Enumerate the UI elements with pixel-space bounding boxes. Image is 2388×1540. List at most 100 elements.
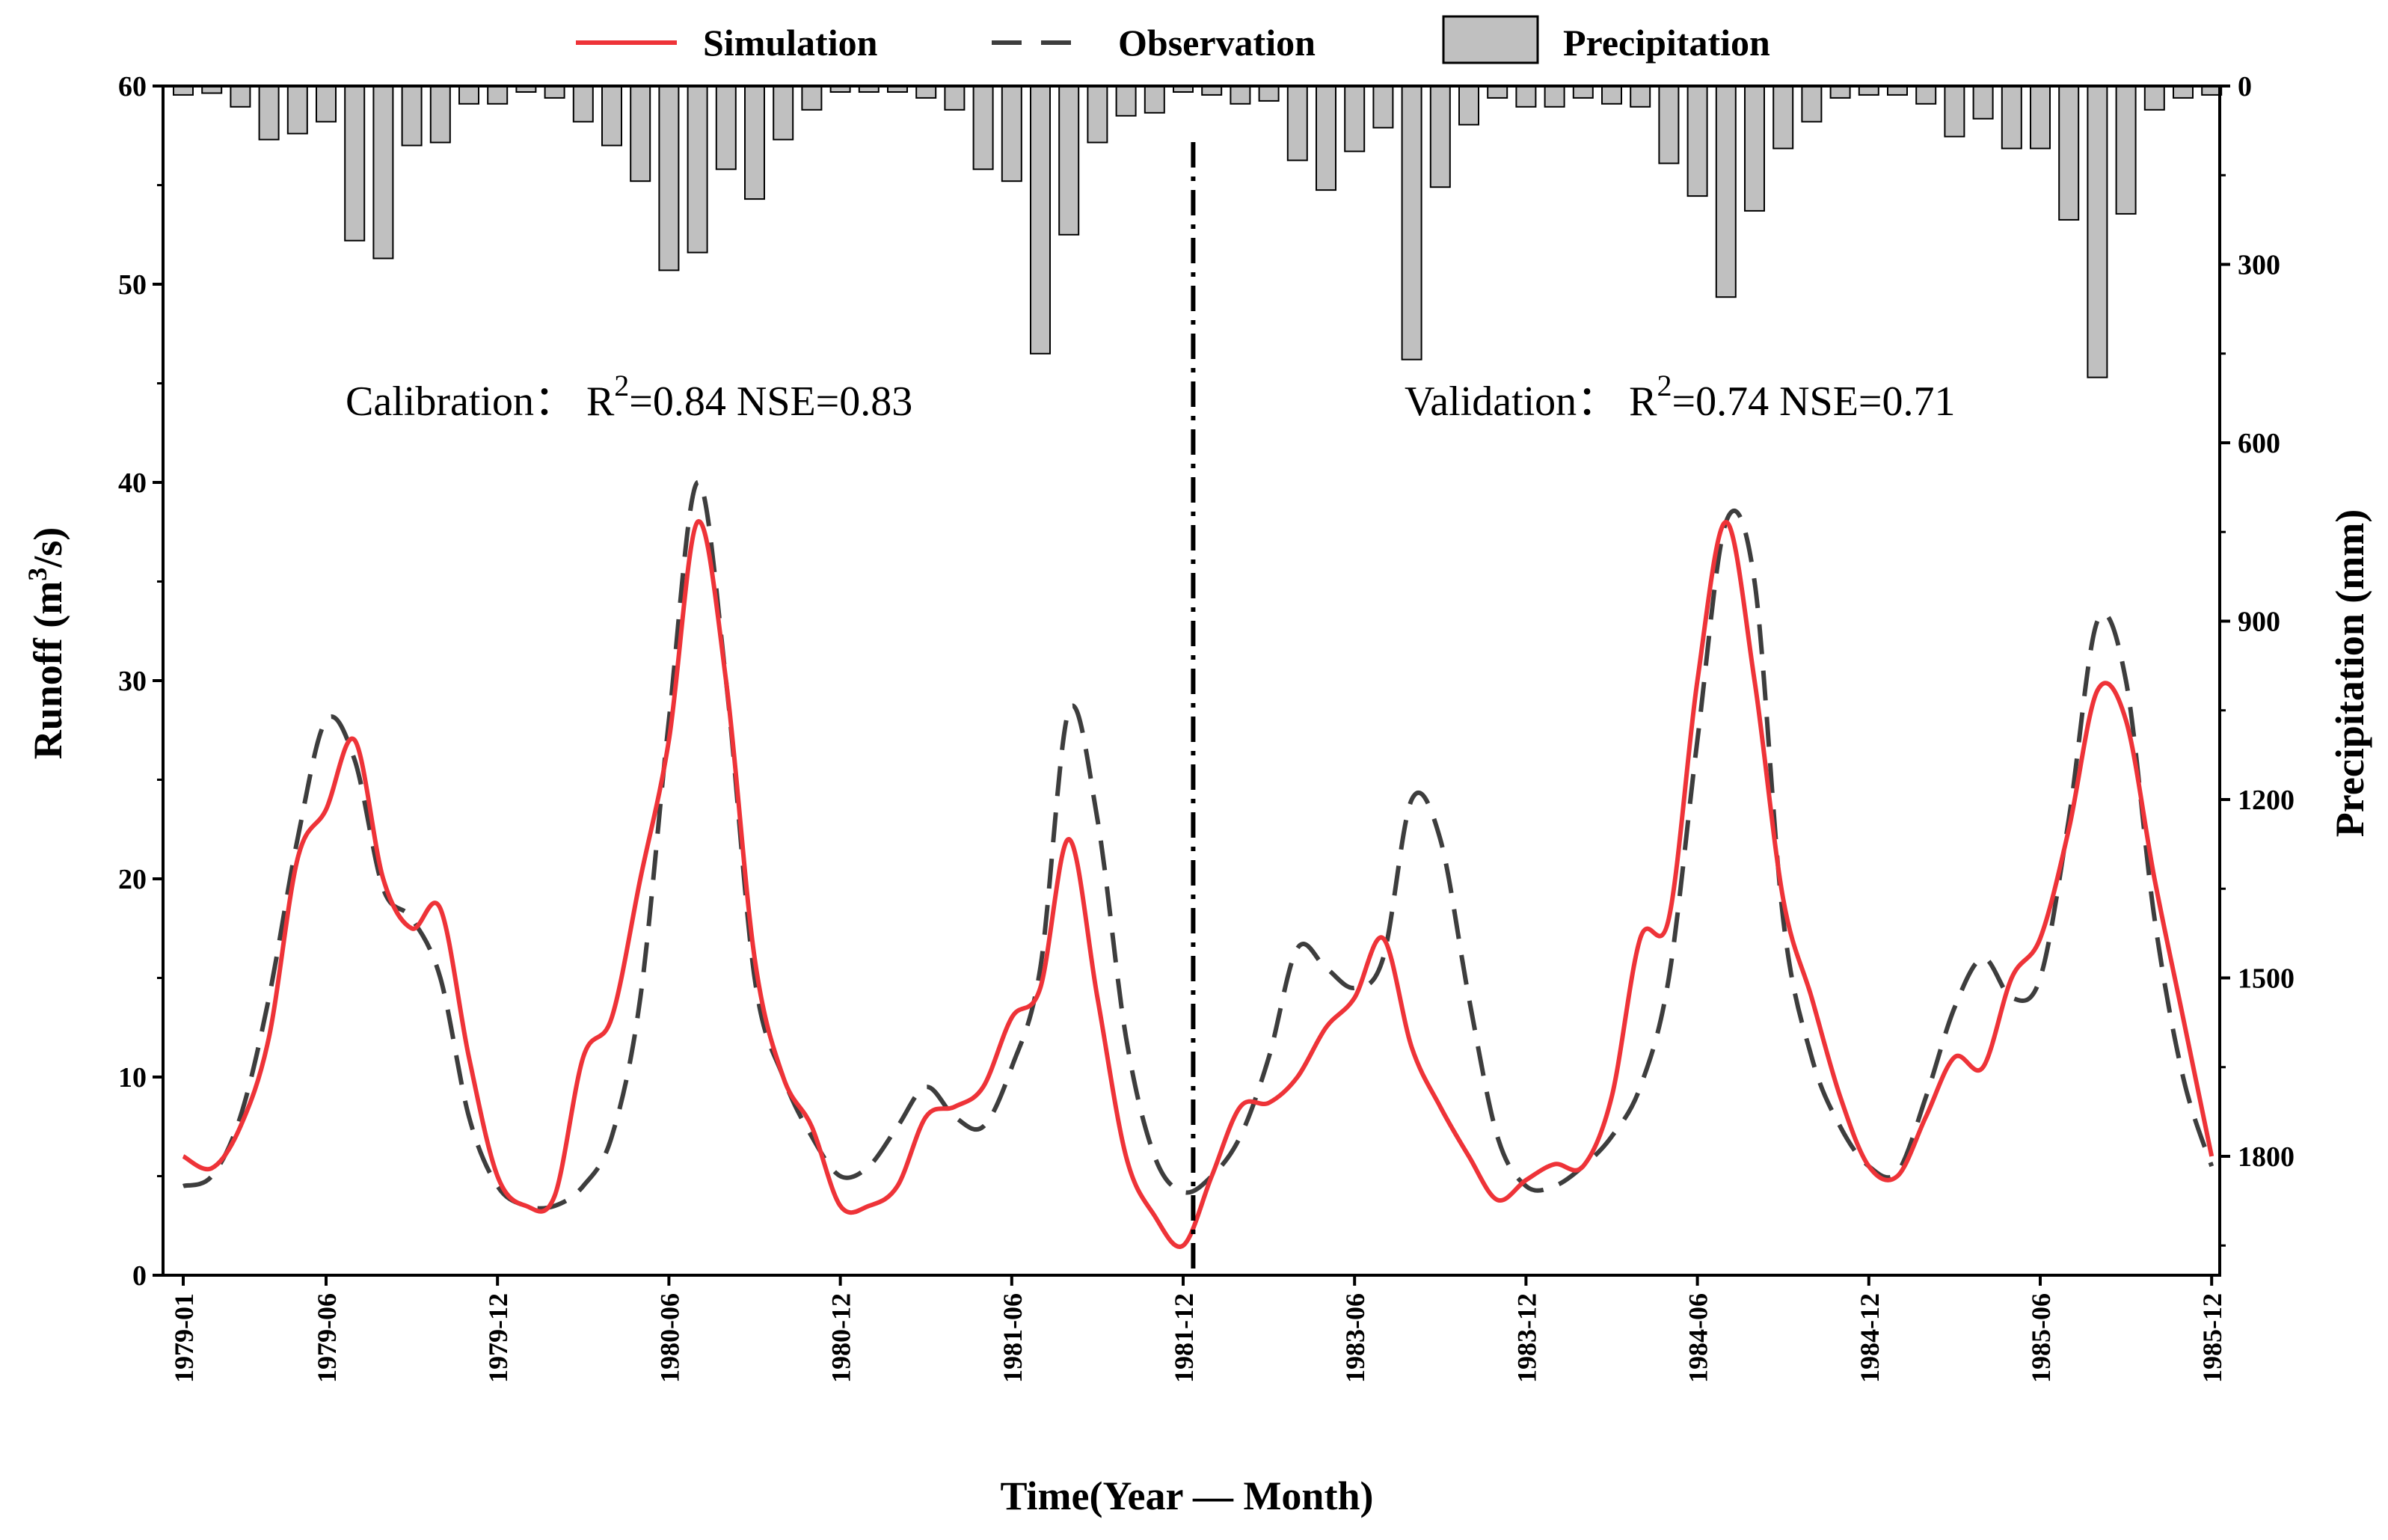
precipitation-bar	[2058, 85, 2080, 221]
y2-tick-label: 1500	[2238, 963, 2295, 995]
precipitation-bar	[1829, 85, 1851, 99]
precipitation-bar	[1429, 85, 1451, 188]
simulation-series-line	[182, 519, 2214, 1249]
y-tick-label: 10	[118, 1062, 147, 1093]
precipitation-bar	[344, 85, 366, 242]
precipitation-bar	[1487, 85, 1508, 99]
precipitation-bar	[230, 85, 251, 108]
y-axis-title: Runoff (m3/s)	[22, 527, 70, 760]
x-axis-title: Time(Year — Month)	[1001, 1473, 1374, 1518]
precipitation-bar	[1115, 85, 1137, 117]
precipitation-bar	[2087, 85, 2108, 378]
x-tick-label: 1981-12	[1169, 1293, 1199, 1383]
precipitation-bar	[972, 85, 994, 171]
y-tick-label: 0	[132, 1260, 147, 1292]
precipitation-bar	[1344, 85, 1366, 153]
precipitation-bar	[1401, 85, 1422, 361]
y2-tick-label: 600	[2238, 428, 2280, 459]
precipitation-bar	[715, 85, 737, 171]
precipitation-bar	[429, 85, 451, 144]
precipitation-bar	[915, 85, 937, 99]
precipitation-bar	[658, 85, 680, 272]
x-tick-label: 1983-06	[1340, 1293, 1370, 1383]
precipitation-bar	[601, 85, 622, 147]
legend: Simulation Observation Precipitation	[576, 15, 1770, 64]
precipitation-bar	[1258, 85, 1280, 102]
y-tick-label: 40	[118, 467, 147, 499]
precipitation-bar	[544, 85, 565, 99]
precipitation-bar	[1944, 85, 1965, 138]
precipitation-bar	[1030, 85, 1051, 355]
precipitation-bar	[1686, 85, 1708, 197]
legend-simulation-label: Simulation	[703, 22, 878, 64]
precipitation-bar	[2173, 85, 2194, 99]
precipitation-bar	[1772, 85, 1794, 150]
precipitation-bar	[1572, 85, 1594, 99]
precipitation-bar	[1658, 85, 1680, 165]
precipitation-bar	[372, 85, 394, 260]
precipitation-bars	[173, 85, 2223, 378]
x-tick-label: 1979-01	[169, 1293, 199, 1383]
precipitation-bar	[401, 85, 423, 147]
precipitation-bar	[2030, 85, 2051, 150]
y2-tick-label: 300	[2238, 250, 2280, 281]
legend-observation-label: Observation	[1118, 22, 1316, 64]
y-tick-label: 20	[118, 864, 147, 895]
legend-precipitation-swatch	[1442, 15, 1539, 64]
precipitation-bar	[1601, 85, 1622, 105]
x-tick-label: 1984-06	[1683, 1293, 1713, 1383]
y-tick-label: 60	[118, 71, 147, 102]
precipitation-bar	[1058, 85, 1080, 236]
precipitation-bar	[687, 85, 708, 254]
precipitation-bar	[744, 85, 765, 200]
precipitation-bar	[572, 85, 594, 123]
x-tick-label: 1980-12	[826, 1293, 856, 1383]
precipitation-bar	[1544, 85, 1565, 108]
precipitation-bar	[2115, 85, 2137, 215]
precipitation-bar	[1801, 85, 1823, 123]
y2-tick-label: 900	[2238, 607, 2280, 638]
precipitation-bar	[1458, 85, 1479, 126]
precipitation-bar	[2001, 85, 2022, 150]
precipitation-bar	[1515, 85, 1537, 108]
precipitation-bar	[316, 85, 337, 123]
precipitation-bar	[1915, 85, 1937, 105]
validation-metrics-annotation: Validation： R2=0.74 NSE=0.71	[1405, 369, 1956, 425]
precipitation-bar	[1972, 85, 1994, 120]
x-tick-label: 1983-12	[1511, 1293, 1541, 1383]
precipitation-bar	[801, 85, 823, 111]
precipitation-bar	[630, 85, 651, 182]
left-axis-ticks: 0 10 20 30 40 50 60	[118, 71, 163, 1292]
precipitation-bar	[1144, 85, 1165, 114]
calibration-metrics-annotation: Calibration： R2=0.84 NSE=0.83	[346, 369, 912, 425]
precipitation-bar	[773, 85, 794, 141]
x-tick-label: 1981-06	[998, 1293, 1028, 1383]
precipitation-bar	[487, 85, 509, 105]
precipitation-bar	[1372, 85, 1394, 129]
legend-precipitation-label: Precipitation	[1563, 22, 1770, 64]
runoff-lines	[182, 479, 2214, 1249]
x-tick-label: 1979-12	[483, 1293, 513, 1383]
precipitation-bar	[286, 85, 308, 135]
precipitation-bar	[1715, 85, 1737, 298]
precipitation-bar	[1630, 85, 1651, 108]
y2-tick-label: 1800	[2238, 1141, 2295, 1173]
precipitation-bar	[1286, 85, 1308, 162]
y2-tick-label: 0	[2238, 71, 2252, 102]
right-axis-ticks: 0 300 600 900 1200 1500 1800	[2220, 71, 2295, 1247]
y2-axis-title: Precipitation (mm)	[2327, 509, 2372, 837]
y-tick-label: 50	[118, 269, 147, 301]
y-tick-label: 30	[118, 666, 147, 697]
precipitation-bar	[1001, 85, 1022, 182]
x-axis-ticks: 1979-01 1979-06 1979-12 1980-06 1980-12 1981-…	[169, 1275, 2227, 1383]
precipitation-bar	[458, 85, 479, 105]
precipitation-bar	[1087, 85, 1108, 144]
x-tick-label: 1985-06	[2026, 1293, 2056, 1383]
observation-series-line	[182, 479, 2214, 1211]
precipitation-bar	[944, 85, 966, 111]
precipitation-bar	[1230, 85, 1251, 105]
x-tick-label: 1979-06	[312, 1293, 342, 1383]
x-tick-label: 1985-12	[2197, 1293, 2227, 1383]
precipitation-bar	[1316, 85, 1336, 191]
